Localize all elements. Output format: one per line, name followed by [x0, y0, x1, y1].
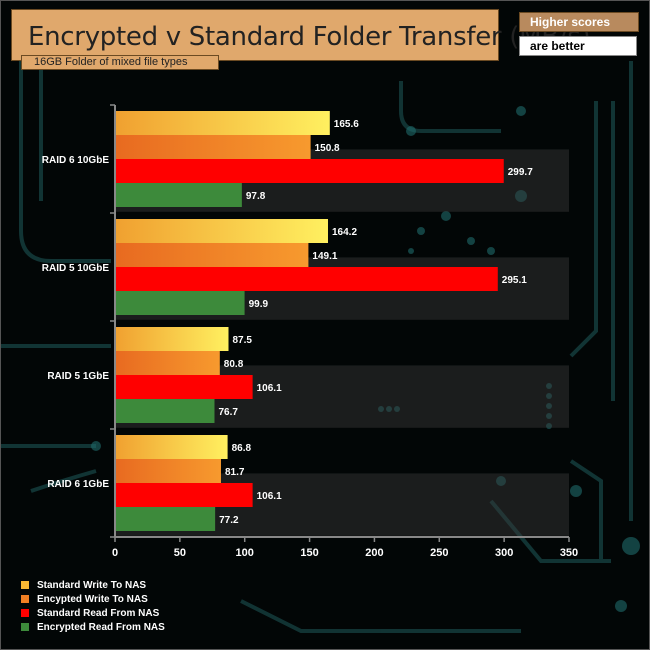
data-label: 164.2 [332, 227, 357, 238]
data-label: 106.1 [257, 491, 282, 502]
legend-swatch [21, 581, 29, 589]
data-label: 106.1 [257, 383, 282, 394]
data-label: 81.7 [225, 467, 245, 478]
data-label: 76.7 [218, 407, 238, 418]
bar [115, 459, 221, 483]
bar [115, 111, 330, 135]
data-label: 165.6 [334, 119, 359, 130]
data-label: 99.9 [249, 299, 269, 310]
legend-label: Encypted Write To NAS [37, 593, 148, 605]
legend-item: Standard Read From NAS [21, 606, 165, 620]
bar [115, 327, 229, 351]
bar [115, 243, 309, 267]
data-label: 149.1 [312, 251, 337, 262]
bar [115, 159, 504, 183]
data-label: 87.5 [233, 335, 253, 346]
title-box: Encrypted v Standard Folder Transfer (MB… [11, 9, 591, 61]
x-tick-label: 150 [300, 547, 318, 559]
legend-swatch [21, 595, 29, 603]
data-label: 150.8 [315, 143, 340, 154]
note-are-better: are better [519, 36, 637, 56]
category-label: RAID 6 1GbE [47, 479, 109, 490]
x-tick-label: 250 [430, 547, 448, 559]
bar [115, 375, 253, 399]
legend-item: Encrypted Read From NAS [21, 620, 165, 634]
data-label: 299.7 [508, 167, 533, 178]
data-label: 295.1 [502, 275, 527, 286]
legend-label: Standard Write To NAS [37, 579, 147, 591]
x-tick-label: 0 [112, 547, 118, 559]
data-label: 86.8 [232, 443, 252, 454]
bar [115, 267, 498, 291]
bar [115, 483, 253, 507]
bar [115, 507, 216, 531]
data-label: 77.2 [219, 515, 239, 526]
category-label: RAID 5 1GbE [47, 371, 109, 382]
x-tick-label: 350 [560, 547, 578, 559]
x-tick-label: 200 [365, 547, 383, 559]
bar [115, 399, 215, 423]
legend-label: Encrypted Read From NAS [37, 621, 165, 633]
legend-swatch [21, 609, 29, 617]
x-tick-label: 300 [495, 547, 513, 559]
bar [115, 435, 228, 459]
legend: Standard Write To NAS Encypted Write To N… [21, 578, 165, 634]
category-label: RAID 6 10GbE [42, 155, 110, 166]
x-tick-label: 50 [174, 547, 186, 559]
data-label: 97.8 [246, 191, 266, 202]
chart-subtitle: 16GB Folder of mixed file types [21, 55, 219, 70]
legend-item: Encypted Write To NAS [21, 592, 165, 606]
legend-swatch [21, 623, 29, 631]
legend-item: Standard Write To NAS [21, 578, 165, 592]
data-label: 80.8 [224, 359, 244, 370]
chart-title: Encrypted v Standard Folder Transfer (MB… [28, 22, 591, 52]
category-label: RAID 5 10GbE [42, 263, 110, 274]
bar [115, 219, 328, 243]
bar [115, 135, 311, 159]
x-tick-label: 100 [236, 547, 254, 559]
legend-label: Standard Read From NAS [37, 607, 160, 619]
bar [115, 291, 245, 315]
bar [115, 351, 220, 375]
bar [115, 183, 242, 207]
note-higher-scores: Higher scores [519, 12, 639, 32]
